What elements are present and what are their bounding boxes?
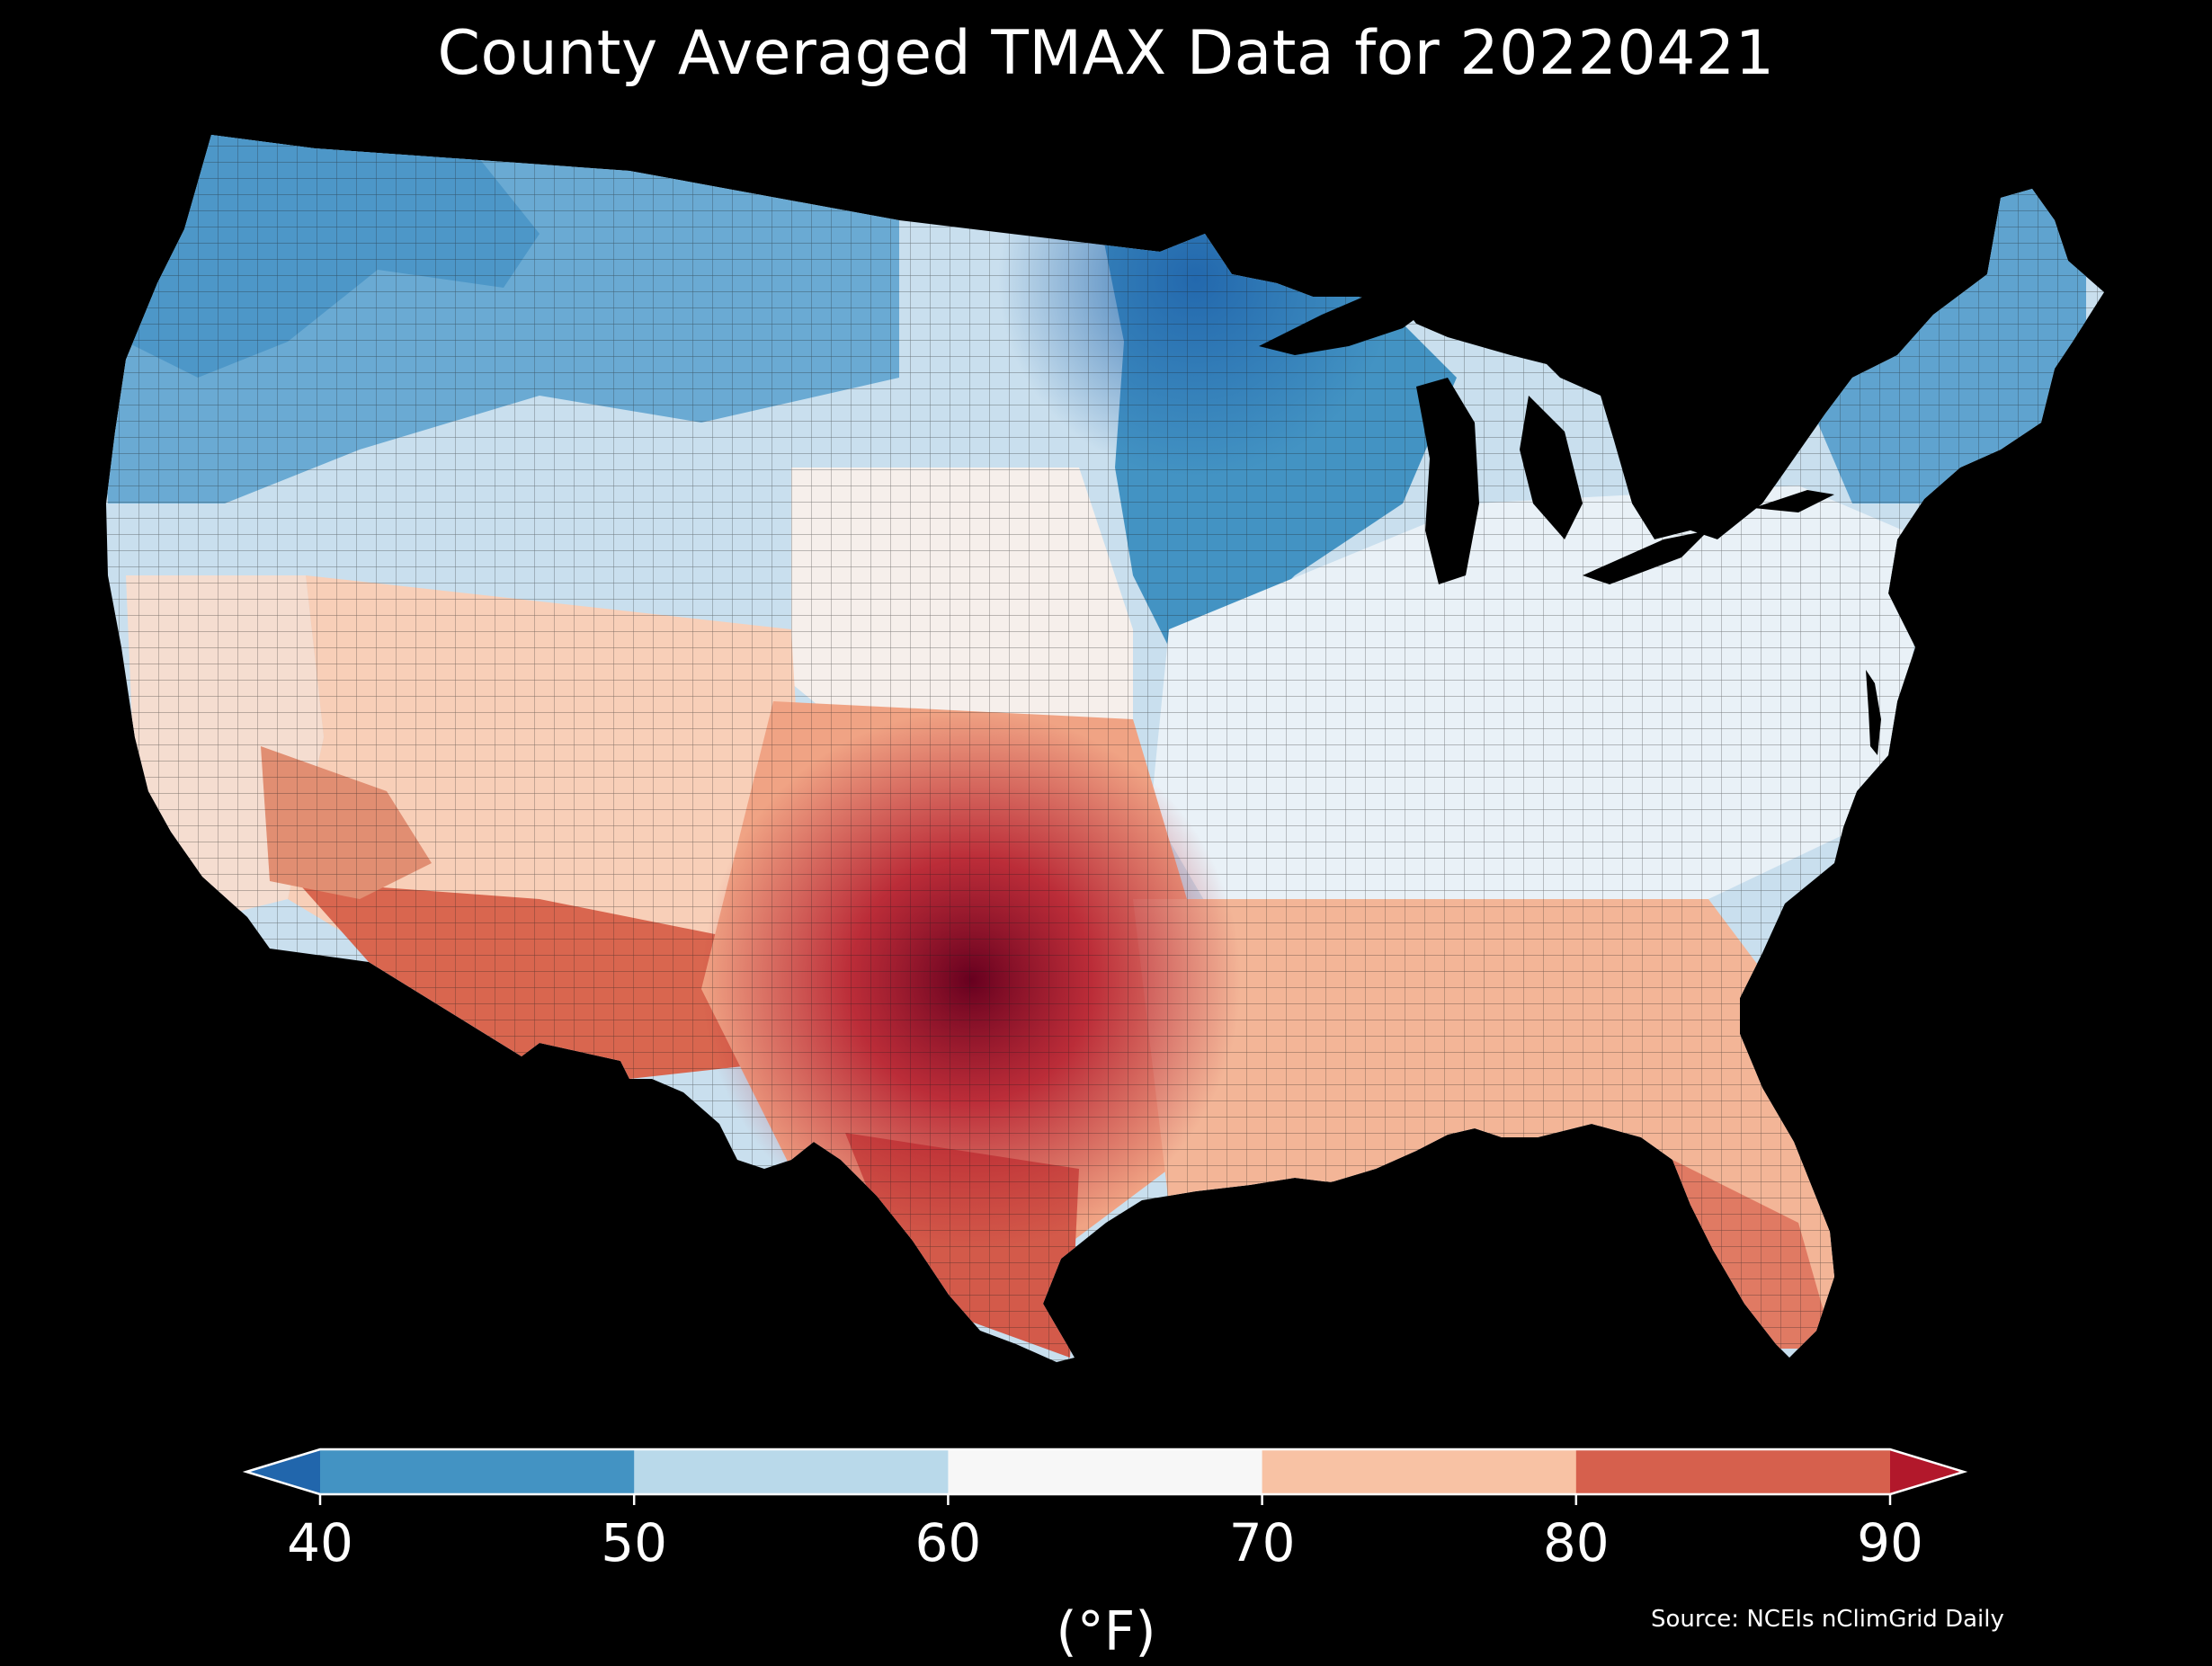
- colorbar-bin: [1575, 1449, 1891, 1494]
- colorbar-tick-label: 70: [1228, 1512, 1296, 1573]
- colorbar-tick-label: 60: [914, 1512, 982, 1573]
- colorbar-bin: [320, 1449, 635, 1494]
- colorbar-extend-low: [246, 1449, 320, 1494]
- colorbar-bin: [948, 1449, 1263, 1494]
- colorbar-tick-label: 50: [601, 1512, 668, 1573]
- colorbar-tick-label: 40: [287, 1512, 353, 1573]
- colorbar-bin: [634, 1449, 949, 1494]
- source-credit: Source: NCEIs nClimGrid Daily: [1651, 1606, 2004, 1633]
- colorbar-unit-label: (°F): [1056, 1600, 1156, 1663]
- colorbar-tick-label: 90: [1857, 1512, 1923, 1573]
- map-title: County Averaged TMAX Data for 20220421: [437, 18, 1775, 89]
- lake-michigan: [1416, 378, 1479, 584]
- lake-superior: [1259, 288, 1439, 355]
- lake-ontario: [1753, 490, 1834, 512]
- lake-erie: [1583, 530, 1708, 584]
- colorbar-bin: [1262, 1449, 1577, 1494]
- colorbar-tick-label: 80: [1542, 1512, 1610, 1573]
- great-lakes: [1259, 288, 1834, 584]
- lake-huron: [1520, 396, 1583, 539]
- colorbar: [242, 1448, 1968, 1505]
- colorbar-extend-high: [1890, 1449, 1964, 1494]
- chesapeake-bay: [1866, 670, 1881, 755]
